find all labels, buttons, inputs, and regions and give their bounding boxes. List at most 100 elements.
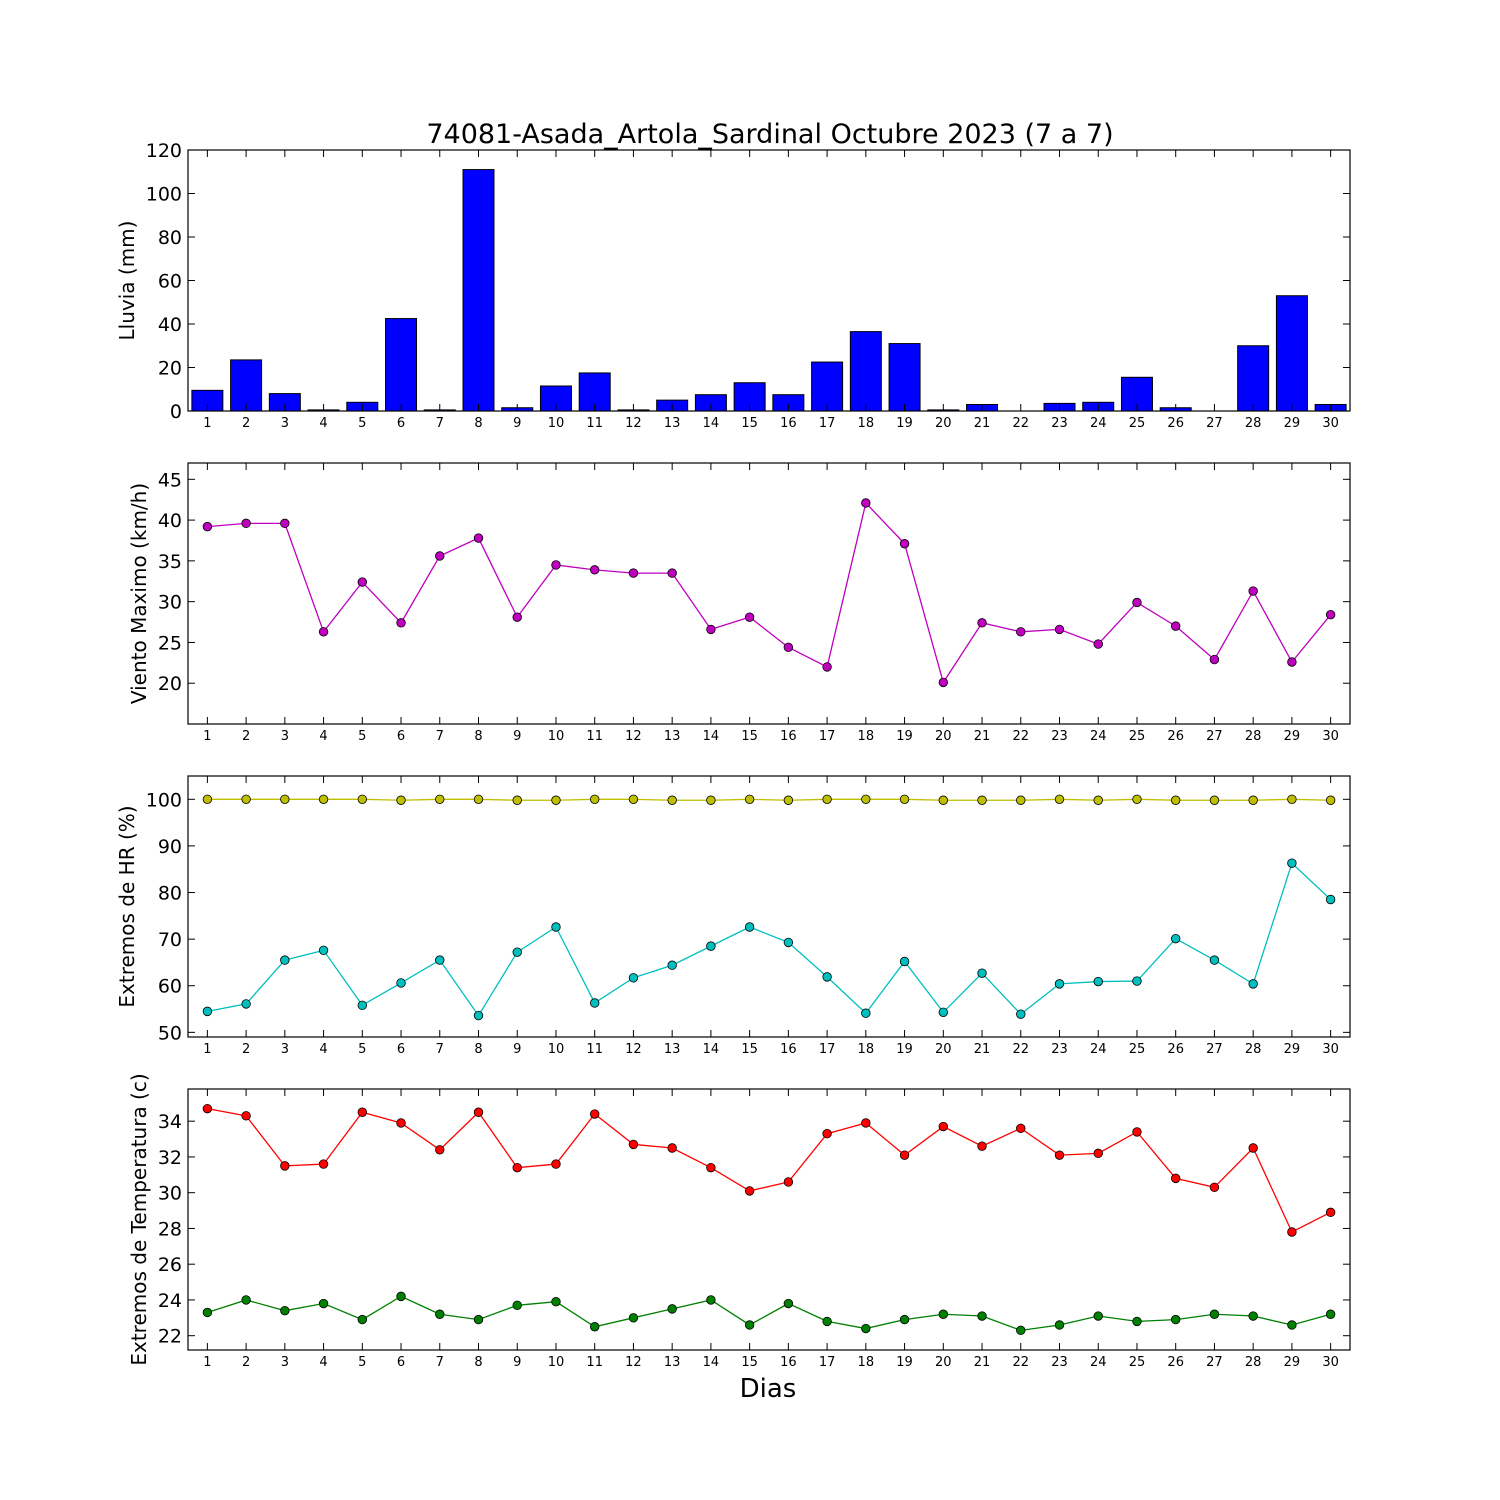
xtick-label-temperatura-18: 18 [858, 1355, 875, 1370]
point-temperatura-1-20 [938, 1121, 949, 1132]
xtick-label-temperatura-4: 4 [319, 1355, 327, 1370]
ytick-label-viento-40: 40 [158, 510, 182, 532]
ytick-label-temperatura-26: 26 [158, 1254, 182, 1276]
y-axis-label-hr: Extremos de HR (%) [115, 805, 139, 1007]
point-hr-2-27 [1209, 955, 1220, 965]
xtick-label-viento-1: 1 [203, 729, 211, 744]
series-line-hr-2 [207, 861, 1332, 1017]
point-hr-2-29 [1287, 858, 1297, 868]
xtick-label-viento-26: 26 [1167, 729, 1184, 744]
point-temperatura-2-29 [1287, 1320, 1297, 1330]
xtick-label-hr-1: 1 [203, 1042, 211, 1057]
point-viento-1-27 [1209, 654, 1220, 665]
point-hr-1-9 [512, 795, 522, 805]
point-viento-1-23 [1054, 624, 1065, 635]
point-temperatura-1-23 [1054, 1150, 1065, 1160]
point-temperatura-1-27 [1209, 1182, 1220, 1193]
point-temperatura-1-17 [822, 1128, 832, 1139]
bar-lluvia-29 [1275, 295, 1308, 412]
point-hr-2-7 [435, 955, 445, 965]
ytick-label-viento-30: 30 [158, 592, 182, 614]
y-axis-label-viento: Viento Maximo (km/h) [127, 483, 151, 704]
ytick-label-hr-50: 50 [158, 1022, 182, 1044]
point-temperatura-1-10 [551, 1159, 561, 1169]
ytick-label-temperatura-28: 28 [158, 1218, 182, 1240]
xtick-label-hr-3: 3 [281, 1042, 289, 1057]
xtick-label-lluvia-15: 15 [741, 416, 758, 431]
point-hr-2-19 [899, 956, 910, 967]
bar-lluvia-17 [811, 361, 844, 412]
xtick-label-lluvia-8: 8 [474, 416, 482, 431]
xtick-label-lluvia-28: 28 [1245, 416, 1262, 431]
point-temperatura-1-15 [744, 1186, 755, 1196]
point-temperatura-2-14 [706, 1295, 716, 1305]
point-temperatura-1-19 [899, 1150, 910, 1160]
xtick-label-hr-25: 25 [1129, 1042, 1146, 1057]
point-hr-1-13 [667, 795, 677, 805]
point-hr-2-14 [706, 941, 716, 951]
point-hr-1-27 [1209, 795, 1220, 805]
xtick-label-temperatura-16: 16 [780, 1355, 797, 1370]
xtick-label-hr-6: 6 [397, 1042, 405, 1057]
point-temperatura-2-10 [551, 1297, 561, 1307]
point-hr-2-17 [822, 972, 832, 982]
xtick-label-temperatura-15: 15 [741, 1355, 758, 1370]
point-hr-1-24 [1093, 795, 1103, 805]
xtick-label-viento-17: 17 [819, 729, 836, 744]
point-hr-1-20 [938, 795, 949, 805]
xtick-label-viento-20: 20 [935, 729, 952, 744]
point-hr-1-10 [551, 795, 561, 805]
point-temperatura-1-21 [977, 1141, 987, 1151]
xtick-label-viento-9: 9 [513, 729, 521, 744]
point-viento-1-30 [1325, 610, 1336, 620]
xtick-label-viento-13: 13 [664, 729, 681, 744]
axes-frame-temperatura [187, 1088, 1351, 1351]
point-temperatura-2-13 [667, 1304, 677, 1314]
figure-title: 74081-Asada_Artola_Sardinal Octubre 2023… [426, 119, 1113, 150]
point-hr-1-30 [1325, 795, 1336, 805]
point-temperatura-2-24 [1093, 1311, 1103, 1321]
xtick-label-viento-21: 21 [974, 729, 991, 744]
xtick-label-viento-28: 28 [1245, 729, 1262, 744]
point-hr-1-17 [822, 794, 832, 805]
point-temperatura-2-5 [357, 1314, 368, 1325]
ytick-label-viento-25: 25 [158, 632, 182, 654]
point-viento-1-29 [1287, 657, 1297, 667]
point-viento-1-11 [590, 565, 600, 575]
xtick-label-lluvia-29: 29 [1284, 416, 1301, 431]
xtick-label-lluvia-18: 18 [858, 416, 875, 431]
xtick-label-hr-21: 21 [974, 1042, 991, 1057]
xtick-label-hr-18: 18 [858, 1042, 875, 1057]
point-temperatura-1-5 [357, 1107, 368, 1117]
xtick-label-lluvia-14: 14 [703, 416, 720, 431]
xtick-label-hr-15: 15 [741, 1042, 758, 1057]
xtick-label-lluvia-2: 2 [242, 416, 250, 431]
point-hr-1-19 [899, 794, 910, 805]
point-hr-2-24 [1093, 976, 1103, 987]
point-temperatura-2-18 [861, 1323, 871, 1334]
point-hr-1-15 [744, 794, 755, 805]
xtick-label-temperatura-3: 3 [281, 1355, 289, 1370]
ytick-label-lluvia-100: 100 [146, 184, 182, 206]
point-viento-1-16 [783, 642, 794, 653]
xtick-label-temperatura-26: 26 [1167, 1355, 1184, 1370]
xtick-label-hr-11: 11 [586, 1042, 603, 1057]
xtick-label-lluvia-5: 5 [358, 416, 366, 431]
point-temperatura-2-1 [202, 1307, 213, 1318]
point-viento-1-5 [357, 577, 368, 587]
point-viento-1-15 [744, 612, 755, 622]
point-hr-2-18 [861, 1008, 871, 1018]
xtick-label-hr-24: 24 [1090, 1042, 1107, 1057]
point-temperatura-2-6 [396, 1291, 406, 1302]
xtick-label-temperatura-28: 28 [1245, 1355, 1262, 1370]
xtick-label-temperatura-24: 24 [1090, 1355, 1107, 1370]
xtick-label-temperatura-20: 20 [935, 1355, 952, 1370]
xtick-label-viento-8: 8 [474, 729, 482, 744]
point-hr-2-15 [744, 922, 755, 932]
xtick-label-hr-8: 8 [474, 1042, 482, 1057]
xtick-label-hr-7: 7 [436, 1042, 444, 1057]
xtick-label-hr-27: 27 [1206, 1042, 1223, 1057]
